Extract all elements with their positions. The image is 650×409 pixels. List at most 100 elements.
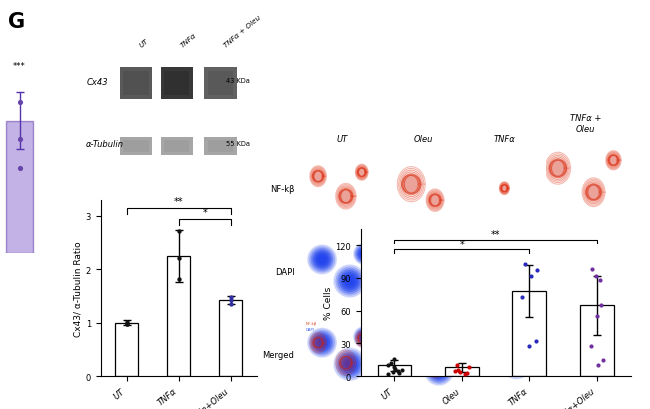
Circle shape	[554, 243, 578, 268]
Text: ***: ***	[13, 62, 26, 71]
Circle shape	[398, 248, 429, 279]
Circle shape	[396, 246, 431, 281]
Circle shape	[478, 333, 499, 353]
Circle shape	[313, 250, 332, 269]
Point	[595, 302, 606, 309]
Point	[393, 368, 403, 374]
Circle shape	[550, 240, 582, 272]
Circle shape	[552, 325, 580, 353]
Circle shape	[563, 253, 569, 259]
Circle shape	[586, 352, 601, 366]
Text: 20 µm: 20 µm	[471, 381, 484, 385]
Circle shape	[430, 361, 441, 372]
Circle shape	[345, 276, 355, 286]
Point	[531, 338, 541, 345]
Circle shape	[318, 255, 326, 264]
Y-axis label: % Cells: % Cells	[324, 286, 333, 319]
Circle shape	[589, 270, 606, 287]
Point	[532, 267, 542, 274]
Circle shape	[605, 240, 617, 252]
Circle shape	[339, 354, 360, 375]
Circle shape	[508, 354, 525, 371]
Circle shape	[513, 276, 519, 283]
Point	[174, 228, 184, 235]
Circle shape	[402, 342, 420, 360]
Point	[390, 365, 400, 372]
Circle shape	[334, 265, 366, 297]
Circle shape	[431, 280, 447, 296]
Text: 20 µm: 20 µm	[552, 381, 566, 385]
Text: 55 KDa: 55 KDa	[226, 141, 250, 147]
Circle shape	[334, 348, 366, 380]
Circle shape	[319, 257, 325, 263]
Circle shape	[404, 254, 423, 273]
Point	[14, 137, 25, 144]
Text: NF-kβ: NF-kβ	[387, 321, 398, 325]
Circle shape	[608, 243, 614, 250]
Bar	[219, 300, 242, 376]
Circle shape	[600, 318, 622, 340]
Circle shape	[402, 175, 421, 194]
Point	[226, 294, 236, 300]
Circle shape	[582, 262, 614, 294]
Text: 43 KDa: 43 KDa	[226, 78, 250, 84]
Point	[455, 369, 465, 375]
Point	[592, 362, 603, 369]
Circle shape	[361, 334, 367, 341]
Circle shape	[339, 271, 360, 292]
Circle shape	[587, 267, 608, 289]
Text: DAPI: DAPI	[275, 267, 294, 276]
Circle shape	[510, 273, 523, 287]
Circle shape	[594, 358, 601, 364]
Point	[526, 273, 536, 279]
Circle shape	[555, 245, 577, 266]
Circle shape	[506, 269, 526, 290]
Text: TNFα +
Oleu: TNFα + Oleu	[570, 114, 601, 133]
Circle shape	[315, 335, 330, 351]
Circle shape	[354, 327, 374, 348]
Circle shape	[604, 322, 618, 337]
Circle shape	[356, 329, 372, 345]
Circle shape	[549, 160, 567, 178]
Circle shape	[316, 254, 328, 266]
Circle shape	[315, 252, 330, 267]
Circle shape	[587, 351, 608, 372]
Bar	[164, 72, 189, 95]
Point	[122, 321, 132, 328]
Circle shape	[355, 328, 373, 346]
Circle shape	[426, 275, 452, 301]
Circle shape	[341, 356, 358, 373]
Circle shape	[601, 236, 621, 256]
Circle shape	[585, 266, 610, 290]
Circle shape	[473, 244, 504, 276]
Circle shape	[318, 338, 326, 347]
Point	[452, 362, 462, 369]
Point	[450, 368, 460, 374]
Text: NF-kβ: NF-kβ	[270, 184, 294, 193]
Circle shape	[402, 335, 425, 358]
Circle shape	[486, 339, 491, 346]
Circle shape	[436, 368, 442, 374]
Circle shape	[589, 353, 606, 370]
Bar	[161, 138, 192, 156]
Circle shape	[486, 256, 491, 263]
Text: G: G	[8, 12, 25, 32]
Circle shape	[402, 252, 425, 275]
Bar	[580, 306, 614, 376]
Circle shape	[557, 330, 575, 348]
Circle shape	[593, 273, 603, 283]
Point	[591, 273, 601, 279]
Circle shape	[400, 333, 427, 360]
Point	[388, 369, 398, 375]
Point	[463, 364, 474, 371]
Circle shape	[429, 195, 441, 207]
Circle shape	[355, 245, 373, 263]
Y-axis label: Cx43/ α-Tubulin Ratio: Cx43/ α-Tubulin Ratio	[74, 240, 83, 336]
Circle shape	[609, 244, 613, 249]
Bar	[378, 365, 411, 376]
Circle shape	[400, 250, 427, 277]
Circle shape	[316, 337, 328, 349]
Circle shape	[508, 271, 525, 288]
Circle shape	[410, 260, 417, 267]
Point	[517, 294, 527, 301]
